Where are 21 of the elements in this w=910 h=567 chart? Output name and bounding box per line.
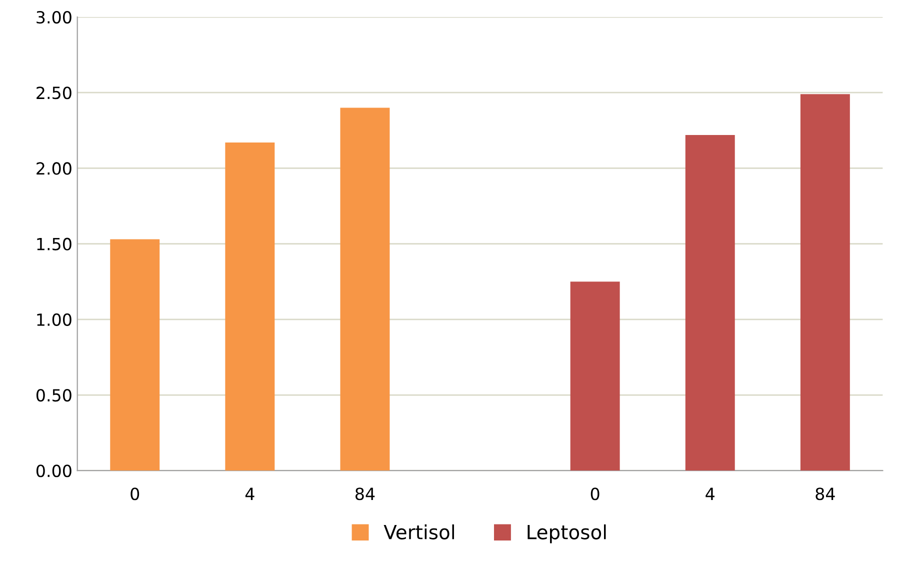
x-tick-label: 0 — [130, 488, 140, 500]
y-tick-label: 0.50 — [36, 388, 72, 402]
x-tick-label: 4 — [706, 488, 714, 500]
x-tick-label: 84 — [356, 488, 375, 500]
y-tick-label: 2.50 — [36, 86, 72, 100]
y-tick-label: 2.00 — [36, 162, 72, 175]
y-tick-label: 3.00 — [36, 10, 72, 24]
bar — [570, 282, 620, 471]
legend-label: Vertisol — [384, 524, 454, 540]
x-tick-label: 4 — [245, 488, 254, 500]
bar — [340, 108, 390, 471]
bar — [685, 134, 735, 471]
legend-label: Leptosol — [528, 524, 606, 544]
bar — [800, 94, 850, 471]
y-tick-label: 0.00 — [36, 464, 72, 478]
y-tick-label: 1.00 — [37, 313, 72, 326]
bar — [225, 142, 275, 471]
x-tick-label: 84 — [816, 488, 835, 500]
x-tick-label: 0 — [590, 488, 600, 500]
bar — [110, 239, 160, 471]
y-tick-label: 1.50 — [37, 238, 72, 250]
